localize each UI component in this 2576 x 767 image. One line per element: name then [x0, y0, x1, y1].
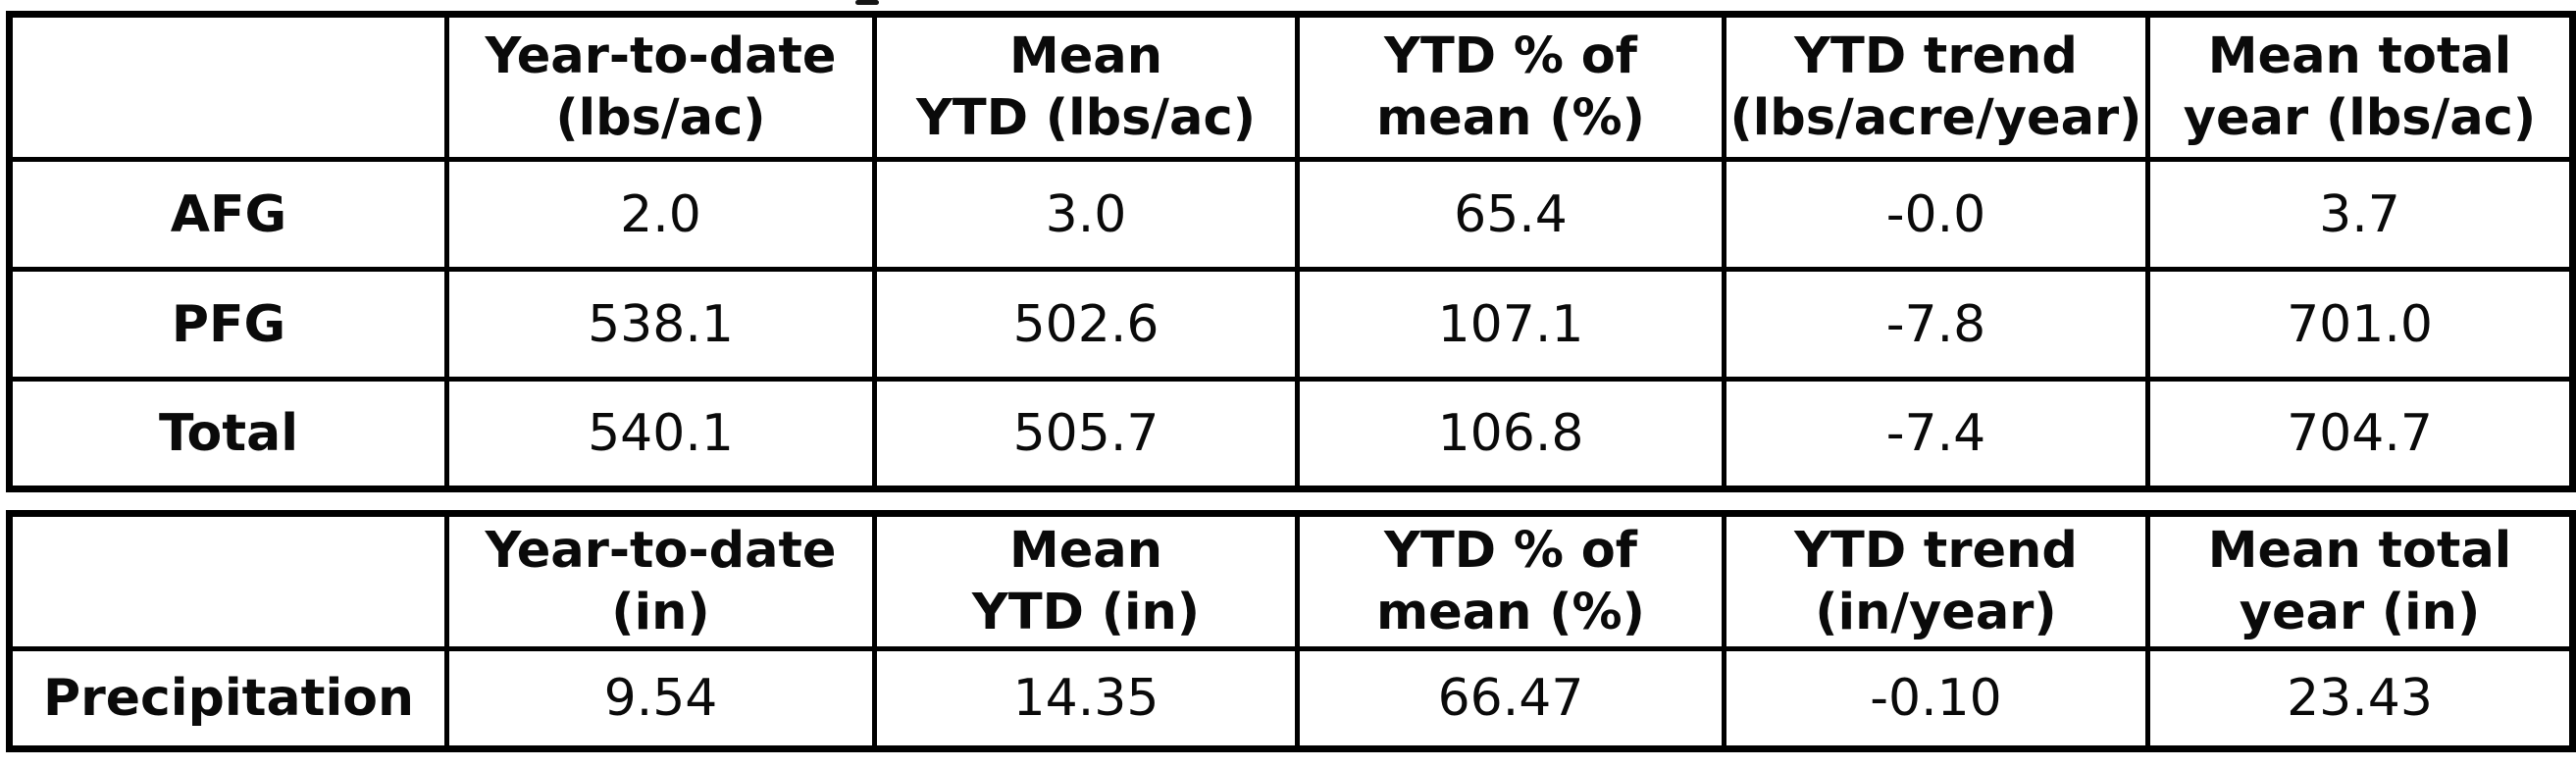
value-cell: 704.7	[2145, 377, 2575, 491]
table-row-precipitation: Precipitation 9.54 14.35 66.47 -0.10 23.…	[7, 646, 2575, 751]
header-mean-ytd: Mean YTD (in)	[872, 511, 1300, 651]
cropped-text-artifact	[855, 0, 879, 5]
value-cell: 701.0	[2145, 267, 2575, 382]
value-cell: -7.8	[1722, 267, 2150, 382]
value-cell: 65.4	[1295, 157, 1726, 272]
table-row-afg: AFG 2.0 3.0 65.4 -0.0 3.7	[7, 157, 2575, 272]
header-ytd-trend: YTD trend (in/year)	[1722, 511, 2150, 651]
value-cell: 502.6	[872, 267, 1300, 382]
value-cell: -0.0	[1722, 157, 2150, 272]
row-label-total: Total	[7, 377, 449, 491]
value-cell: 505.7	[872, 377, 1300, 491]
header-year-to-date: Year-to-date (in)	[444, 511, 877, 651]
value-cell: 14.35	[872, 646, 1300, 751]
value-cell: 3.0	[872, 157, 1300, 272]
header-ytd-pct-of-mean: YTD % of mean (%)	[1295, 511, 1726, 651]
header-ytd-trend: YTD trend (lbs/acre/year)	[1722, 12, 2150, 162]
corner-cell	[7, 511, 449, 651]
value-cell: 106.8	[1295, 377, 1726, 491]
value-cell: 66.47	[1295, 646, 1726, 751]
row-label-precipitation: Precipitation	[7, 646, 449, 751]
row-label-afg: AFG	[7, 157, 449, 272]
value-cell: 538.1	[444, 267, 877, 382]
value-cell: 2.0	[444, 157, 877, 272]
header-year-to-date: Year-to-date (lbs/ac)	[444, 12, 877, 162]
header-mean-total-year: Mean total year (in)	[2145, 511, 2575, 651]
precipitation-table: Year-to-date (in) Mean YTD (in) YTD % of…	[6, 510, 2576, 752]
value-cell: -0.10	[1722, 646, 2150, 751]
production-table: Year-to-date (lbs/ac) Mean YTD (lbs/ac) …	[6, 11, 2576, 492]
table-row-total: Total 540.1 505.7 106.8 -7.4 704.7	[7, 377, 2575, 491]
value-cell: 3.7	[2145, 157, 2575, 272]
table-row-pfg: PFG 538.1 502.6 107.1 -7.8 701.0	[7, 267, 2575, 382]
precipitation-header-row: Year-to-date (in) Mean YTD (in) YTD % of…	[7, 511, 2575, 651]
header-ytd-pct-of-mean: YTD % of mean (%)	[1295, 12, 1726, 162]
value-cell: 9.54	[444, 646, 877, 751]
value-cell: 540.1	[444, 377, 877, 491]
value-cell: 107.1	[1295, 267, 1726, 382]
header-mean-ytd: Mean YTD (lbs/ac)	[872, 12, 1300, 162]
corner-cell	[7, 12, 449, 162]
value-cell: -7.4	[1722, 377, 2150, 491]
value-cell: 23.43	[2145, 646, 2575, 751]
production-header-row: Year-to-date (lbs/ac) Mean YTD (lbs/ac) …	[7, 12, 2575, 162]
row-label-pfg: PFG	[7, 267, 449, 382]
header-mean-total-year: Mean total year (lbs/ac)	[2145, 12, 2575, 162]
